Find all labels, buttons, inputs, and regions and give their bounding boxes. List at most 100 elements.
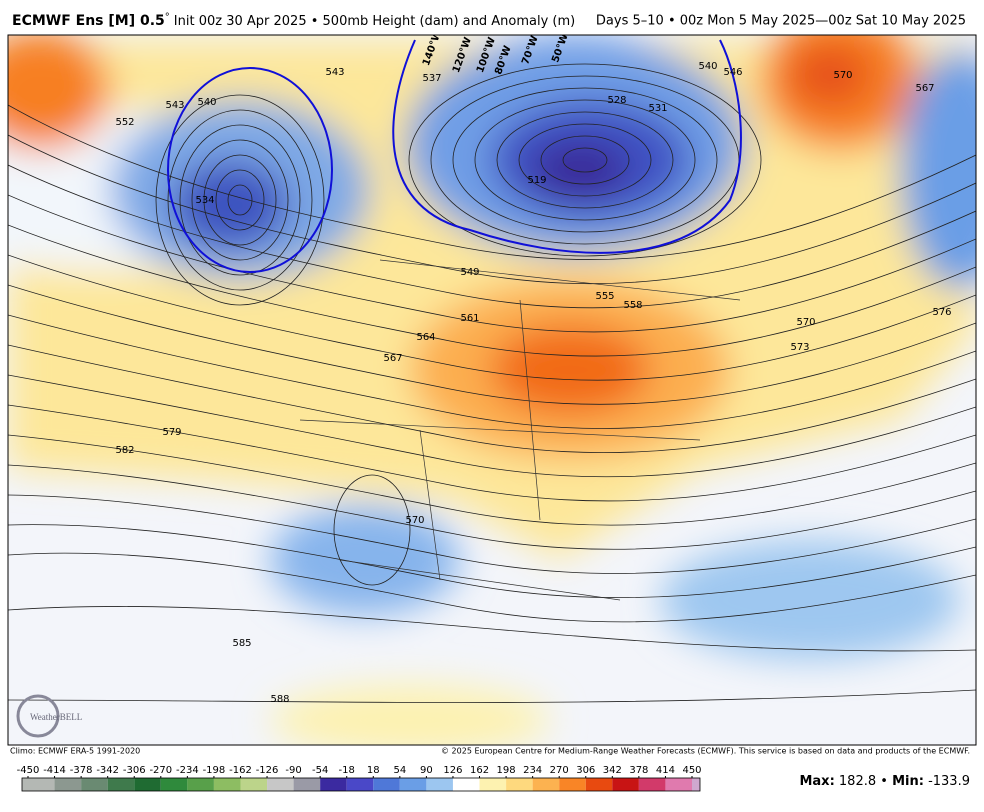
colorbar-box [160, 778, 188, 791]
contour-label: 549 [460, 267, 479, 278]
contour-label: 546 [723, 67, 742, 78]
contour-label: 528 [607, 95, 626, 106]
contour-label: 555 [595, 291, 614, 302]
map-frame [7, 34, 977, 746]
contour-label: 543 [165, 100, 184, 111]
contour-label: 582 [115, 445, 134, 456]
colorbar-box [346, 778, 374, 791]
contour [8, 404, 976, 502]
colorbar-tick-label: -378 [70, 765, 93, 776]
contour-label: 570 [405, 515, 424, 526]
colorbar-frame [21, 777, 701, 792]
colorbar-box [612, 778, 639, 791]
colorbar-tick-label: -198 [203, 765, 226, 776]
contour-label: 570 [833, 70, 852, 81]
colorbar-tick-label: -414 [43, 765, 66, 776]
contour-label: 558 [623, 300, 642, 311]
colorbar-tick-label: -18 [339, 765, 355, 776]
contour-label: 537 [422, 73, 441, 84]
contour [518, 123, 652, 197]
contour [8, 464, 976, 550]
colorbar-box [22, 778, 28, 791]
height-contours [8, 63, 976, 703]
colorbar-box [267, 778, 294, 791]
colorbar-tick-label: -342 [96, 765, 119, 776]
colorbar-tick-label: 126 [443, 765, 462, 776]
contour [8, 494, 976, 574]
contour-label: 531 [648, 103, 667, 114]
contour [540, 135, 630, 185]
colorbar: -450 -414 -378 -342 -306 -270 -234 -198 -162 -126… [17, 765, 702, 792]
contour [333, 474, 411, 586]
colorbar-box [213, 778, 241, 791]
contour-label: 552 [115, 117, 134, 128]
contour [8, 194, 976, 333]
contour-label: 519 [527, 175, 546, 186]
colorbar-tick-label: 18 [367, 765, 380, 776]
contour-label: 567 [915, 83, 934, 94]
colorbar-box [293, 778, 321, 791]
contour [8, 104, 976, 260]
colorbar-box [187, 778, 214, 791]
contour [203, 154, 277, 246]
colorbar-box [240, 778, 268, 791]
colorbar-box [532, 778, 560, 791]
contour [191, 139, 289, 261]
contour [179, 124, 301, 276]
colorbar-box [320, 778, 347, 791]
contour-540 [167, 67, 333, 273]
colorbar-tick-label: 162 [470, 765, 489, 776]
colorbar-box [506, 778, 533, 791]
contour-label: 543 [325, 67, 344, 78]
contour-label: 534 [195, 195, 214, 206]
contour [8, 224, 976, 357]
colorbar-box [638, 778, 666, 791]
contour [474, 99, 696, 221]
contour-label: 588 [270, 694, 289, 705]
contour-label: 579 [162, 427, 181, 438]
contour-label: 585 [232, 638, 251, 649]
contour [8, 284, 976, 405]
copyright: © 2025 European Centre for Medium-Range … [441, 747, 970, 756]
colorbar-box [107, 778, 135, 791]
colorbar-tick-label: 234 [523, 765, 542, 776]
contour-label: 576 [932, 307, 951, 318]
contour-label: 573 [790, 342, 809, 353]
map: 552 543 540 534 543 537 540 546 531 528 519 570 567 5… [8, 35, 976, 745]
colorbar-box [426, 778, 453, 791]
contour [227, 184, 253, 216]
contour [8, 134, 976, 285]
colorbar-tick-label: 378 [629, 765, 648, 776]
colorbar-box [28, 778, 55, 791]
contour [8, 344, 976, 454]
contour [8, 689, 976, 703]
contour [562, 147, 608, 173]
colorbar-tick-label: -162 [229, 765, 252, 776]
colorbar-box [373, 778, 400, 791]
contour [8, 434, 976, 526]
colorbar-box [452, 778, 480, 791]
contour [452, 87, 718, 233]
colorbar-box [665, 778, 692, 791]
contour-label: 564 [416, 332, 435, 343]
colorbar-tick-label: 342 [603, 765, 622, 776]
logo: WeatherBELL [30, 712, 82, 722]
contour-label: 561 [460, 313, 479, 324]
stats: Max: 182.8 • Min: -133.9 [799, 774, 970, 789]
colorbar-tick-label: 198 [497, 765, 516, 776]
colorbar-box [54, 778, 82, 791]
colorbar-box [81, 778, 108, 791]
contour [496, 111, 674, 209]
contour [155, 94, 325, 306]
borders [299, 259, 741, 601]
colorbar-tick-label: -270 [149, 765, 172, 776]
climo: Climo: ECMWF ERA-5 1991-2020 [10, 747, 140, 756]
contour-label: 567 [383, 353, 402, 364]
colorbar-box [399, 778, 427, 791]
contour [8, 254, 976, 381]
colorbar-tick-label: -234 [176, 765, 199, 776]
contour-540 [392, 39, 742, 254]
colorbar-tick-label: -126 [256, 765, 279, 776]
valid-time: Days 5–10 • 00z Mon 5 May 2025—00z Sat 1… [596, 14, 966, 29]
